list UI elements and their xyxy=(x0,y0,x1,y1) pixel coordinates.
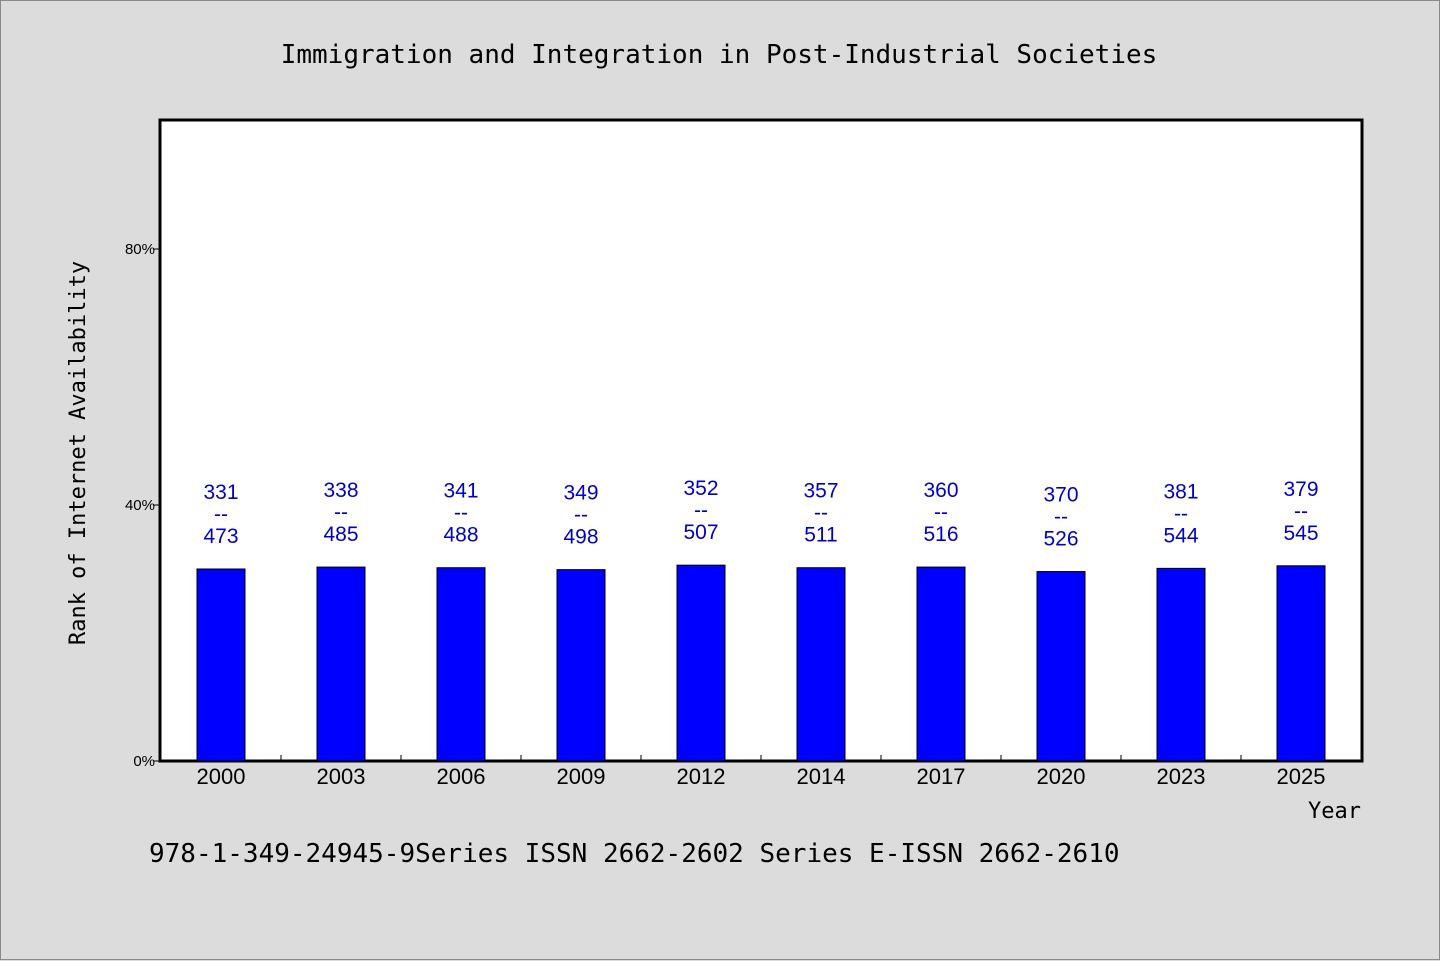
bar-2020 xyxy=(1036,571,1086,762)
chart-title: Immigration and Integration in Post-Indu… xyxy=(281,40,1158,70)
data-label-sep-2009: -- xyxy=(574,504,588,527)
data-labels-group: 331--473338--485341--488349--498352--507… xyxy=(203,477,1318,550)
x-tick-label-2020: 2020 xyxy=(1037,764,1086,789)
data-label-top-2020: 370 xyxy=(1043,484,1078,507)
data-label-bottom-2003: 485 xyxy=(323,523,358,546)
data-label-bottom-2014: 511 xyxy=(804,524,837,547)
bars-group xyxy=(196,564,1326,762)
data-label-top-2006: 341 xyxy=(443,480,478,503)
x-tick-label-2000: 2000 xyxy=(197,764,246,789)
data-label-bottom-2020: 526 xyxy=(1043,528,1078,551)
x-ticks-group: 2000 2003 2006 2009 2012 2014 2017 2020 2023 2025 xyxy=(197,755,1326,789)
data-label-top-2012: 352 xyxy=(683,477,718,500)
bar-2017 xyxy=(916,566,966,762)
x-tick-label-2017: 2017 xyxy=(917,764,966,789)
bar-2009 xyxy=(556,569,606,762)
y-tick-label: 80% xyxy=(125,241,155,258)
x-tick-label-2006: 2006 xyxy=(437,764,486,789)
data-label-top-2000: 331 xyxy=(203,481,238,504)
y-tick-label: 0% xyxy=(133,753,155,770)
data-label-bottom-2012: 507 xyxy=(683,521,718,544)
data-label-sep-2023: -- xyxy=(1174,502,1188,525)
data-label-sep-2020: -- xyxy=(1054,506,1068,529)
data-label-sep-2012: -- xyxy=(694,499,708,522)
bar-2023 xyxy=(1156,567,1206,762)
data-label-top-2017: 360 xyxy=(923,479,958,502)
data-label-bottom-2023: 544 xyxy=(1163,524,1198,547)
data-label-top-2014: 357 xyxy=(803,480,838,503)
x-tick-label-2003: 2003 xyxy=(317,764,366,789)
data-label-sep-2014: -- xyxy=(814,502,828,525)
bar-2006 xyxy=(436,567,486,762)
data-label-sep-2000: -- xyxy=(214,503,228,526)
x-axis-label: Year xyxy=(1308,799,1361,824)
data-label-bottom-2000: 473 xyxy=(203,525,238,548)
footer-text: 978-1-349-24945-9Series ISSN 2662-2602 S… xyxy=(149,839,1120,869)
bar-2012 xyxy=(676,564,726,762)
y-tick-label: 40% xyxy=(125,497,155,514)
bar-2014 xyxy=(796,567,846,762)
data-label-bottom-2025: 545 xyxy=(1283,522,1318,545)
data-label-sep-2006: -- xyxy=(454,502,468,525)
x-tick-label-2025: 2025 xyxy=(1277,764,1326,789)
data-label-bottom-2009: 498 xyxy=(563,526,598,549)
data-label-top-2023: 381 xyxy=(1163,480,1198,503)
data-label-sep-2003: -- xyxy=(334,501,348,524)
bar-2000 xyxy=(196,568,246,762)
x-tick-label-2023: 2023 xyxy=(1157,764,1206,789)
data-label-top-2009: 349 xyxy=(563,482,598,505)
data-label-top-2003: 338 xyxy=(323,479,358,502)
bar-2025 xyxy=(1276,565,1326,762)
x-tick-label-2009: 2009 xyxy=(557,764,606,789)
y-ticks-group: 0% 40% 80% xyxy=(125,241,161,770)
data-label-bottom-2006: 488 xyxy=(443,524,478,547)
data-label-bottom-2017: 516 xyxy=(923,523,958,546)
y-axis-label: Rank of Internet Availability xyxy=(66,261,91,645)
data-label-sep-2017: -- xyxy=(934,501,948,524)
x-tick-label-2014: 2014 xyxy=(797,764,846,789)
x-tick-label-2012: 2012 xyxy=(677,764,726,789)
bar-2003 xyxy=(316,566,366,762)
data-label-sep-2025: -- xyxy=(1294,500,1308,523)
data-label-top-2025: 379 xyxy=(1283,478,1318,501)
